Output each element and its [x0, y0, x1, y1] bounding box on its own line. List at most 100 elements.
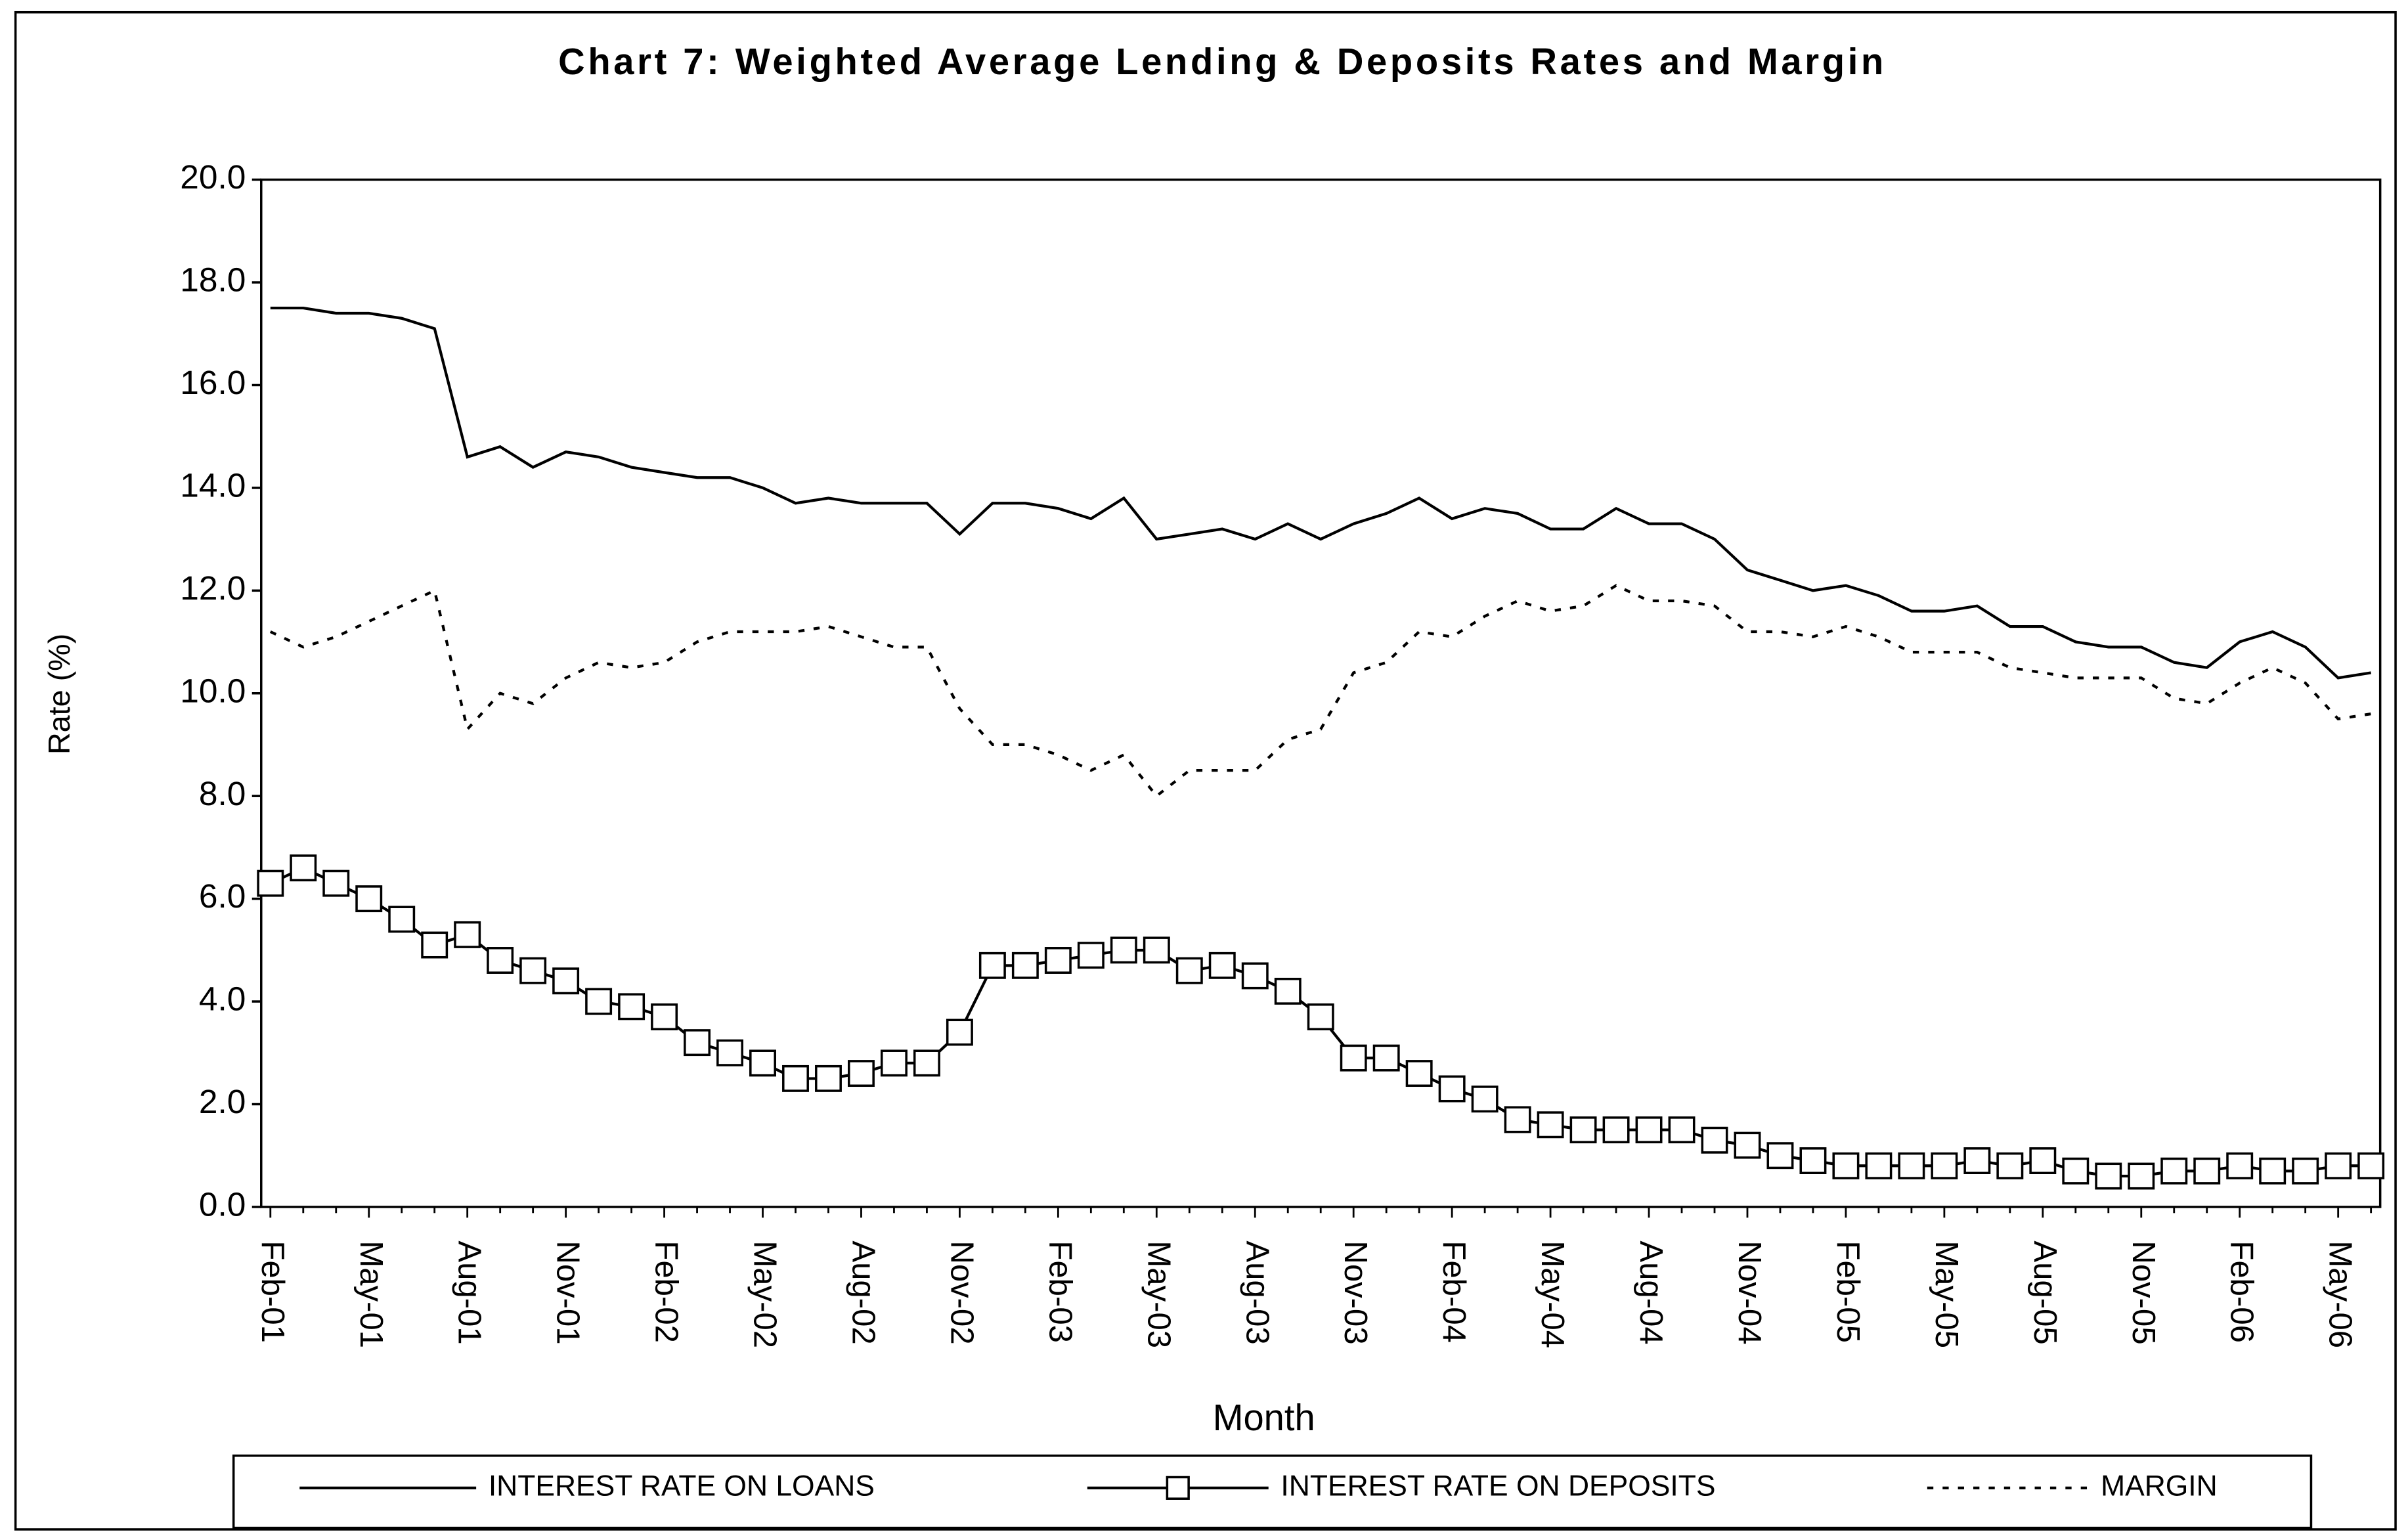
x-tick-label: Nov-05 — [2126, 1240, 2161, 1344]
data-marker — [978, 952, 1006, 979]
data-marker — [1635, 1116, 1663, 1144]
data-marker — [290, 854, 317, 882]
data-marker — [651, 1003, 678, 1030]
data-marker — [1602, 1116, 1630, 1144]
data-marker — [1307, 1003, 1334, 1030]
data-marker — [1340, 1044, 1367, 1072]
y-tick-label: 12.0 — [180, 569, 246, 607]
data-marker — [880, 1049, 908, 1077]
data-marker — [1405, 1060, 1433, 1087]
series-line — [269, 584, 2371, 799]
data-marker — [1011, 952, 1039, 979]
x-tick-label: Nov-04 — [1732, 1240, 1767, 1344]
chart-title: Chart 7: Weighted Average Lending & Depo… — [558, 41, 1887, 82]
data-marker — [2325, 1152, 2352, 1179]
data-marker — [1865, 1152, 1893, 1179]
x-tick-label: Aug-01 — [452, 1240, 487, 1344]
data-marker — [2292, 1157, 2319, 1185]
y-tick-label: 6.0 — [199, 877, 246, 915]
data-marker — [1241, 962, 1269, 990]
x-tick-label: May-02 — [747, 1240, 783, 1348]
data-marker — [585, 988, 613, 1015]
data-marker — [322, 869, 350, 897]
data-marker — [1734, 1131, 1761, 1159]
data-marker — [421, 931, 449, 959]
data-marker — [1931, 1152, 1958, 1179]
legend-label: INTEREST RATE ON DEPOSITS — [1281, 1470, 1715, 1502]
data-marker — [1044, 947, 1072, 974]
data-marker — [1799, 1147, 1827, 1174]
data-marker — [782, 1064, 809, 1092]
x-tick-label: May-04 — [1535, 1240, 1570, 1348]
data-marker — [2128, 1162, 2155, 1190]
x-tick-label: Feb-01 — [255, 1240, 290, 1343]
x-tick-label: Feb-05 — [1830, 1240, 1866, 1343]
data-marker — [388, 906, 416, 933]
x-tick-label: Nov-02 — [944, 1240, 979, 1344]
x-axis-label: Month — [1213, 1397, 1315, 1438]
data-marker — [1274, 977, 1302, 1005]
data-marker — [749, 1049, 776, 1077]
x-tick-label: May-01 — [353, 1240, 389, 1348]
x-tick-label: Feb-04 — [1436, 1240, 1472, 1343]
data-marker — [2226, 1152, 2254, 1179]
legend-label: INTEREST RATE ON LOANS — [489, 1470, 875, 1502]
y-tick-label: 2.0 — [199, 1082, 246, 1120]
data-marker — [487, 947, 514, 974]
data-marker — [1471, 1085, 1499, 1113]
data-marker — [1898, 1152, 1925, 1179]
data-marker — [2095, 1162, 2122, 1190]
data-marker — [1996, 1152, 2024, 1179]
data-marker — [454, 921, 481, 948]
data-marker — [815, 1064, 842, 1092]
y-tick-label: 14.0 — [180, 466, 246, 504]
data-marker — [1569, 1116, 1597, 1144]
data-marker — [257, 869, 284, 897]
y-tick-label: 18.0 — [180, 261, 246, 299]
data-marker — [2357, 1152, 2385, 1179]
x-tick-label: Nov-01 — [550, 1240, 586, 1344]
y-tick-label: 4.0 — [199, 980, 246, 1018]
data-marker — [1963, 1147, 1991, 1174]
data-marker — [1766, 1142, 1794, 1170]
x-tick-label: May-06 — [2323, 1240, 2358, 1348]
x-tick-label: Aug-04 — [1633, 1240, 1669, 1344]
chart-frame — [14, 11, 2397, 1531]
y-tick-label: 16.0 — [180, 363, 246, 401]
data-marker — [519, 957, 547, 984]
data-marker — [1175, 957, 1203, 984]
y-tick-label: 8.0 — [199, 774, 246, 812]
x-tick-label: Feb-03 — [1042, 1240, 1078, 1343]
series-line — [270, 306, 2371, 680]
data-marker — [618, 993, 646, 1020]
y-tick-label: 20.0 — [180, 158, 246, 196]
data-marker — [2029, 1147, 2057, 1174]
data-marker — [552, 967, 580, 995]
x-tick-label: Aug-03 — [1239, 1240, 1275, 1344]
data-marker — [355, 885, 383, 913]
x-tick-label: Aug-05 — [2027, 1240, 2063, 1344]
data-marker — [716, 1039, 743, 1066]
data-marker — [1143, 936, 1170, 964]
data-marker — [1077, 942, 1105, 969]
legend-box — [232, 1454, 2313, 1529]
data-marker — [1832, 1152, 1860, 1179]
data-marker — [946, 1019, 973, 1046]
data-marker — [1372, 1044, 1400, 1072]
y-tick-label: 0.0 — [199, 1185, 246, 1223]
legend-marker — [1166, 1476, 1190, 1500]
x-tick-label: Feb-06 — [2224, 1240, 2260, 1343]
legend-label: MARGIN — [2101, 1470, 2218, 1502]
y-axis-label: Rate (%) — [42, 634, 76, 755]
data-marker — [1668, 1116, 1696, 1144]
x-tick-label: Nov-03 — [1338, 1240, 1373, 1344]
data-marker — [1537, 1111, 1564, 1139]
data-marker — [2193, 1157, 2221, 1185]
x-tick-label: Feb-02 — [649, 1240, 684, 1343]
x-tick-label: Aug-02 — [845, 1240, 881, 1344]
data-marker — [913, 1049, 940, 1077]
data-marker — [1208, 952, 1236, 979]
data-marker — [2160, 1157, 2188, 1185]
